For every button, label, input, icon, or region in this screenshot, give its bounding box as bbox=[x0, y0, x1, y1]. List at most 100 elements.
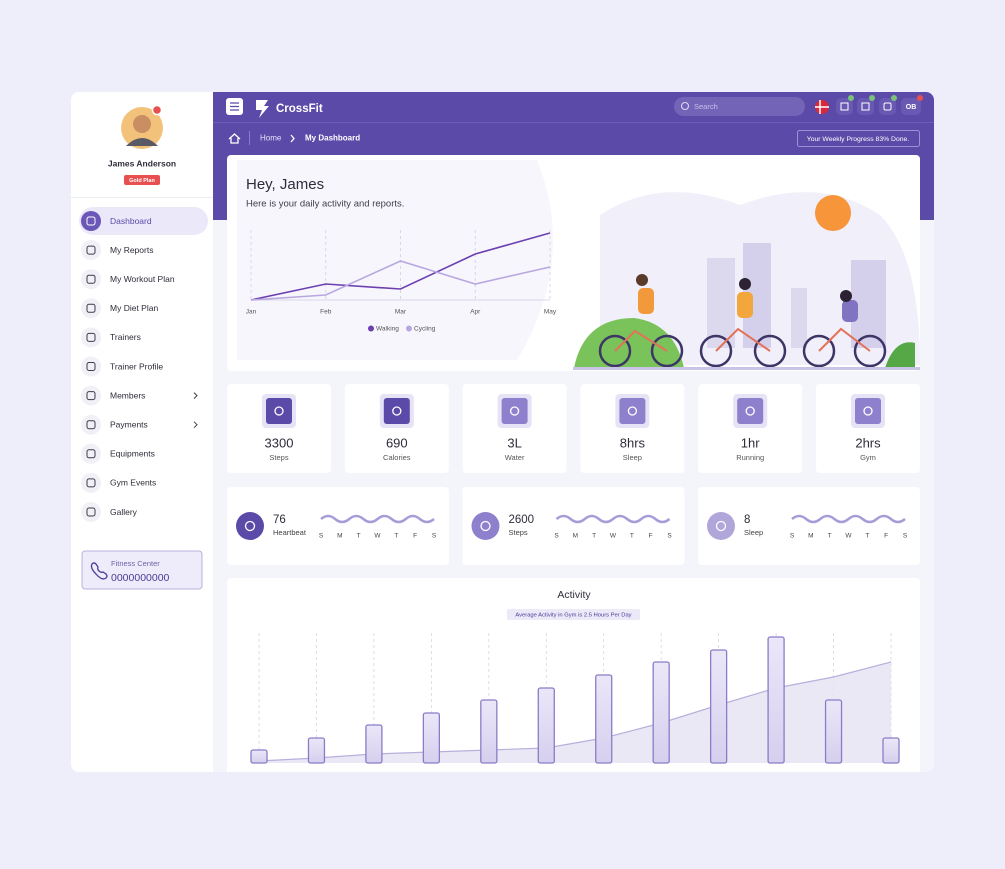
menu-icon bbox=[86, 245, 96, 255]
menu-icon bbox=[86, 332, 96, 342]
contact-box[interactable] bbox=[81, 550, 203, 590]
stat-value: 690 bbox=[386, 435, 408, 450]
bike-wheel bbox=[802, 334, 836, 368]
stat-icon bbox=[266, 398, 292, 424]
stat-value: 3300 bbox=[265, 435, 294, 450]
menu-icon bbox=[86, 391, 96, 401]
stat-glyph bbox=[392, 406, 402, 416]
mini-glyph bbox=[715, 520, 727, 532]
menu-icon-bg bbox=[81, 356, 101, 377]
weekday-label: T bbox=[865, 533, 869, 540]
menu-icon bbox=[86, 362, 96, 371]
weekday-label: W bbox=[610, 533, 617, 540]
mini-card[interactable] bbox=[462, 487, 685, 565]
rider-head bbox=[739, 278, 751, 290]
weekday-label: M bbox=[337, 533, 342, 540]
search-box[interactable] bbox=[674, 97, 805, 116]
stat-card[interactable] bbox=[462, 384, 567, 473]
weekday-label: F bbox=[884, 533, 888, 540]
x-tick-label: May bbox=[544, 309, 557, 316]
stat-value: 2hrs bbox=[855, 435, 881, 450]
stat-cards: 3300 Steps 690 Calories 3L Water 8hrs Sleep 1hr R… bbox=[227, 384, 920, 473]
header-icon[interactable] bbox=[879, 98, 896, 115]
menu-icon bbox=[86, 216, 96, 226]
menu-icon bbox=[86, 449, 96, 459]
search-icon bbox=[680, 101, 690, 111]
x-tick-label: Feb bbox=[320, 309, 332, 316]
home-icon[interactable] bbox=[228, 133, 241, 144]
mini-card[interactable] bbox=[698, 487, 920, 565]
welcome-subtitle: Here is your daily activity and reports. bbox=[246, 199, 404, 210]
rider-head bbox=[840, 290, 852, 302]
menu-item[interactable]: Trainer Profile bbox=[110, 361, 163, 371]
weekday-label: T bbox=[357, 533, 361, 540]
breadcrumb-item: My Dashboard bbox=[305, 134, 360, 143]
stat-value: 1hr bbox=[741, 435, 760, 450]
header-icons bbox=[836, 95, 897, 115]
menu-item[interactable]: Payments bbox=[110, 419, 148, 429]
ground bbox=[573, 367, 920, 370]
stat-label: Gym bbox=[860, 453, 876, 462]
menu-icon-bg bbox=[81, 502, 101, 522]
user-button[interactable] bbox=[901, 98, 921, 115]
bike-wheel bbox=[753, 334, 787, 368]
menu-icon-bg bbox=[81, 211, 101, 231]
wave bbox=[555, 514, 671, 524]
activity-chart: Activity Average Activity in Gym is 2.5 H… bbox=[250, 589, 900, 764]
bar bbox=[824, 699, 843, 764]
header-icon[interactable] bbox=[857, 98, 874, 115]
rider bbox=[737, 292, 753, 318]
weekday-label: T bbox=[592, 533, 596, 540]
mini-value: 76 bbox=[273, 514, 286, 526]
weekday-label: S bbox=[432, 533, 437, 540]
stat-icon bbox=[501, 398, 528, 424]
weekday-label: T bbox=[394, 533, 398, 540]
menu-item[interactable]: Trainers bbox=[110, 332, 141, 342]
menu-item[interactable]: Gallery bbox=[110, 507, 138, 517]
menu-item[interactable]: My Reports bbox=[110, 245, 153, 255]
line-chart: Jan Feb Mar Apr May Walking Cycling bbox=[246, 230, 557, 333]
app-frame: James Anderson Gold Plan Dashboard My Rep… bbox=[71, 92, 934, 772]
bar bbox=[250, 749, 268, 764]
stat-card[interactable] bbox=[816, 384, 920, 473]
stat-card[interactable] bbox=[227, 384, 331, 473]
menu-icon-bg bbox=[81, 327, 101, 348]
mini-value: 2600 bbox=[509, 514, 535, 526]
user-name: James Anderson bbox=[108, 158, 176, 168]
divider bbox=[249, 131, 250, 145]
menu-item[interactable]: My Diet Plan bbox=[110, 303, 158, 313]
phone-icon bbox=[90, 562, 108, 580]
bar bbox=[709, 649, 728, 764]
menu-item[interactable]: My Workout Plan bbox=[110, 274, 175, 284]
stat-glyph bbox=[863, 406, 873, 416]
menu-item[interactable]: Equipments bbox=[110, 449, 155, 459]
stat-icon bbox=[619, 398, 646, 424]
bike-wheel bbox=[598, 334, 632, 368]
header-icon[interactable] bbox=[836, 98, 853, 115]
mini-icon bbox=[236, 512, 264, 540]
menu-icon-bg bbox=[81, 414, 101, 435]
menu-item[interactable]: Dashboard bbox=[110, 216, 152, 226]
legend-swatch bbox=[368, 325, 374, 332]
x-tick-label: Jan bbox=[246, 309, 257, 316]
mini-card[interactable] bbox=[227, 487, 449, 565]
breadcrumb-item[interactable]: Home bbox=[260, 134, 282, 143]
chart-title: Activity bbox=[557, 589, 591, 601]
wave bbox=[320, 514, 435, 524]
weekday-label: W bbox=[374, 533, 381, 540]
legend-label: Walking bbox=[376, 326, 399, 333]
stat-card[interactable] bbox=[698, 384, 803, 473]
stat-glyph bbox=[509, 406, 520, 416]
stat-icon bbox=[737, 398, 764, 424]
chart-subtitle: Average Activity in Gym is 2.5 Hours Per… bbox=[515, 613, 631, 619]
contact-phone: 0000000000 bbox=[111, 572, 170, 584]
stat-value: 8hrs bbox=[620, 435, 646, 450]
menu-item[interactable]: Members bbox=[110, 390, 145, 400]
mini-label: Sleep bbox=[744, 528, 763, 537]
stat-card[interactable] bbox=[580, 384, 685, 473]
menu-item[interactable]: Gym Events bbox=[110, 478, 156, 488]
rider bbox=[842, 300, 858, 322]
stat-card[interactable] bbox=[344, 384, 449, 473]
